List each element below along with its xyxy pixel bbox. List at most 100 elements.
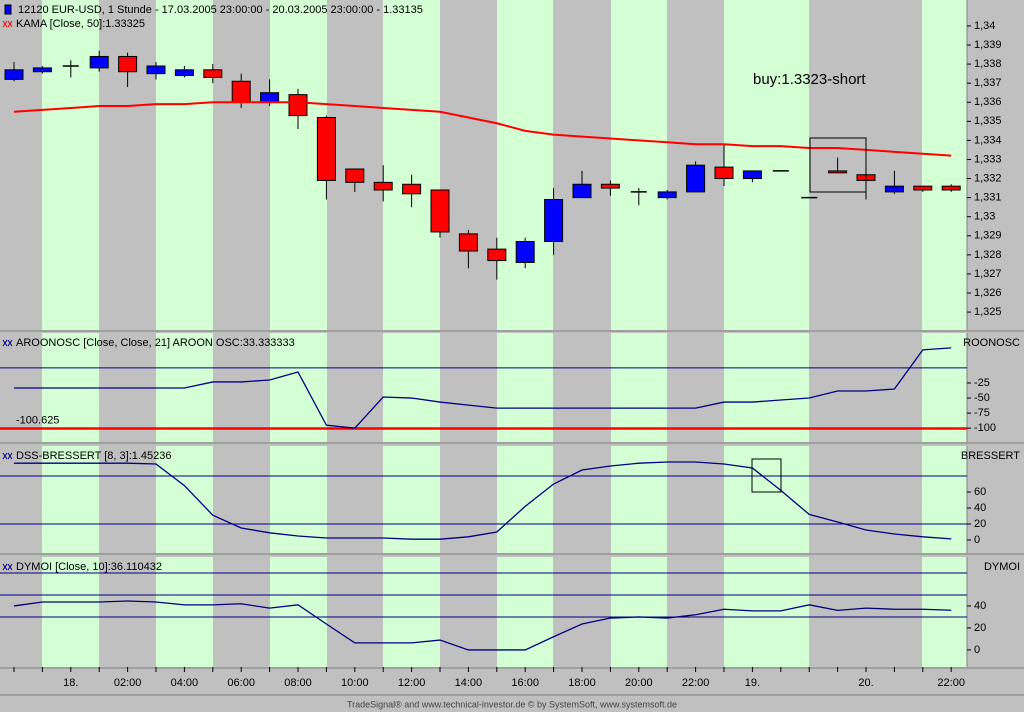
- x-tick-label: 20:00: [625, 677, 653, 689]
- title-icon: [4, 4, 12, 15]
- y-tick-label: -25: [974, 377, 990, 389]
- x-tick-label: 20.: [858, 677, 873, 689]
- indicator-line: [14, 461, 952, 540]
- indicator-line: [13, 600, 952, 651]
- candle-body: [174, 69, 194, 77]
- session-band: [383, 446, 440, 553]
- session-band: [497, 333, 553, 442]
- session-band: [156, 446, 213, 553]
- session-band: [922, 333, 967, 442]
- x-tick-label: 04:00: [171, 677, 199, 689]
- session-band: [922, 0, 967, 330]
- chart-title: 12120 EUR-USD, 1 Stunde - 17.03.2005 23:…: [18, 4, 423, 16]
- x-tick-label: 02:00: [114, 677, 142, 689]
- y-tick-label: 1,335: [974, 115, 1002, 127]
- session-band: [270, 557, 327, 667]
- candle-body: [402, 183, 422, 195]
- candle-body: [884, 185, 904, 193]
- legend-entry: DSS-BRESSERT [8, 3]:1.45236: [16, 450, 172, 462]
- y-tick-label: 1,328: [974, 249, 1002, 261]
- y-tick-label: 1,333: [974, 153, 1002, 165]
- candle-body: [544, 199, 564, 242]
- session-band: [156, 0, 213, 330]
- session-band: [922, 446, 967, 553]
- candle-body: [146, 65, 166, 75]
- session-band: [383, 333, 440, 442]
- candle-body: [941, 185, 961, 191]
- session-band: [383, 557, 440, 667]
- indicator-line: [13, 101, 952, 157]
- candle-body: [600, 183, 620, 189]
- y-tick-label: 1,337: [974, 77, 1002, 89]
- candle-body: [430, 189, 450, 233]
- x-tick-label: 19.: [745, 677, 760, 689]
- session-band: [611, 0, 667, 330]
- legend-icon: [2, 339, 8, 347]
- y-tick-label: 1,326: [974, 287, 1002, 299]
- session-band: [611, 557, 667, 667]
- y-tick-label: 60: [974, 486, 986, 498]
- y-tick-label: -50: [974, 392, 990, 404]
- y-tick-label: 0: [974, 644, 980, 656]
- axis-title: ROONOSC: [963, 337, 1020, 349]
- candle-body: [657, 191, 677, 199]
- x-tick-label: 10:00: [341, 677, 369, 689]
- y-tick-label: 1,339: [974, 39, 1002, 51]
- candle-body: [288, 94, 308, 117]
- session-band: [42, 0, 99, 330]
- candle-body: [714, 166, 734, 180]
- y-tick-label: -75: [974, 407, 990, 419]
- session-band: [497, 446, 553, 553]
- y-tick-label: 1,331: [974, 192, 1002, 204]
- y-tick-label: 0: [974, 534, 980, 546]
- session-band: [922, 557, 967, 667]
- x-tick-label: 06:00: [227, 677, 255, 689]
- legend-icon: [2, 452, 8, 460]
- candle-body: [742, 170, 762, 180]
- x-tick-label: 12:00: [398, 677, 426, 689]
- candle-body: [260, 92, 280, 103]
- legend-entry: AROONOSC [Close, Close, 21] AROON OSC:33…: [16, 337, 295, 349]
- legend-entry: KAMA [Close, 50]:1.33325: [16, 18, 145, 30]
- signal-box: [809, 137, 867, 193]
- y-tick-label: -100: [974, 422, 996, 434]
- footer: TradeSignal® and www.technical-investor.…: [347, 699, 677, 709]
- session-band: [497, 0, 553, 330]
- signal-box: [751, 458, 782, 493]
- candle-body: [316, 117, 336, 181]
- y-tick-label: 40: [974, 502, 986, 514]
- y-tick-label: 1,325: [974, 306, 1002, 318]
- legend-icon: [7, 20, 13, 28]
- session-band: [724, 333, 809, 442]
- y-tick-label: 1,338: [974, 58, 1002, 70]
- axis-title: BRESSERT: [961, 450, 1020, 462]
- y-tick-label: 1,327: [974, 268, 1002, 280]
- y-tick-label: 1,334: [974, 134, 1002, 146]
- indicator-line: [14, 347, 952, 429]
- candle-body: [89, 55, 109, 69]
- y-tick-label: 20: [974, 622, 986, 634]
- session-band: [270, 446, 327, 553]
- candle-body: [32, 67, 52, 73]
- session-band: [724, 557, 809, 667]
- legend-icon: [7, 563, 13, 571]
- y-tick-label: 1,332: [974, 172, 1002, 184]
- x-tick-label: 18.: [63, 677, 78, 689]
- session-band: [724, 0, 809, 330]
- session-band: [497, 557, 553, 667]
- candle-body: [345, 168, 365, 183]
- axis-title: DYMOI: [984, 561, 1020, 573]
- session-band: [42, 557, 99, 667]
- session-band: [42, 446, 99, 553]
- candle-body: [203, 69, 223, 78]
- y-tick-label: 1,33: [974, 211, 995, 223]
- candle-body: [686, 164, 706, 193]
- level-label: -100.625: [16, 414, 59, 426]
- candle-body: [913, 185, 933, 191]
- session-band: [156, 557, 213, 667]
- candle-body: [487, 248, 507, 262]
- y-tick-label: 1,34: [974, 20, 995, 32]
- session-band: [724, 446, 809, 553]
